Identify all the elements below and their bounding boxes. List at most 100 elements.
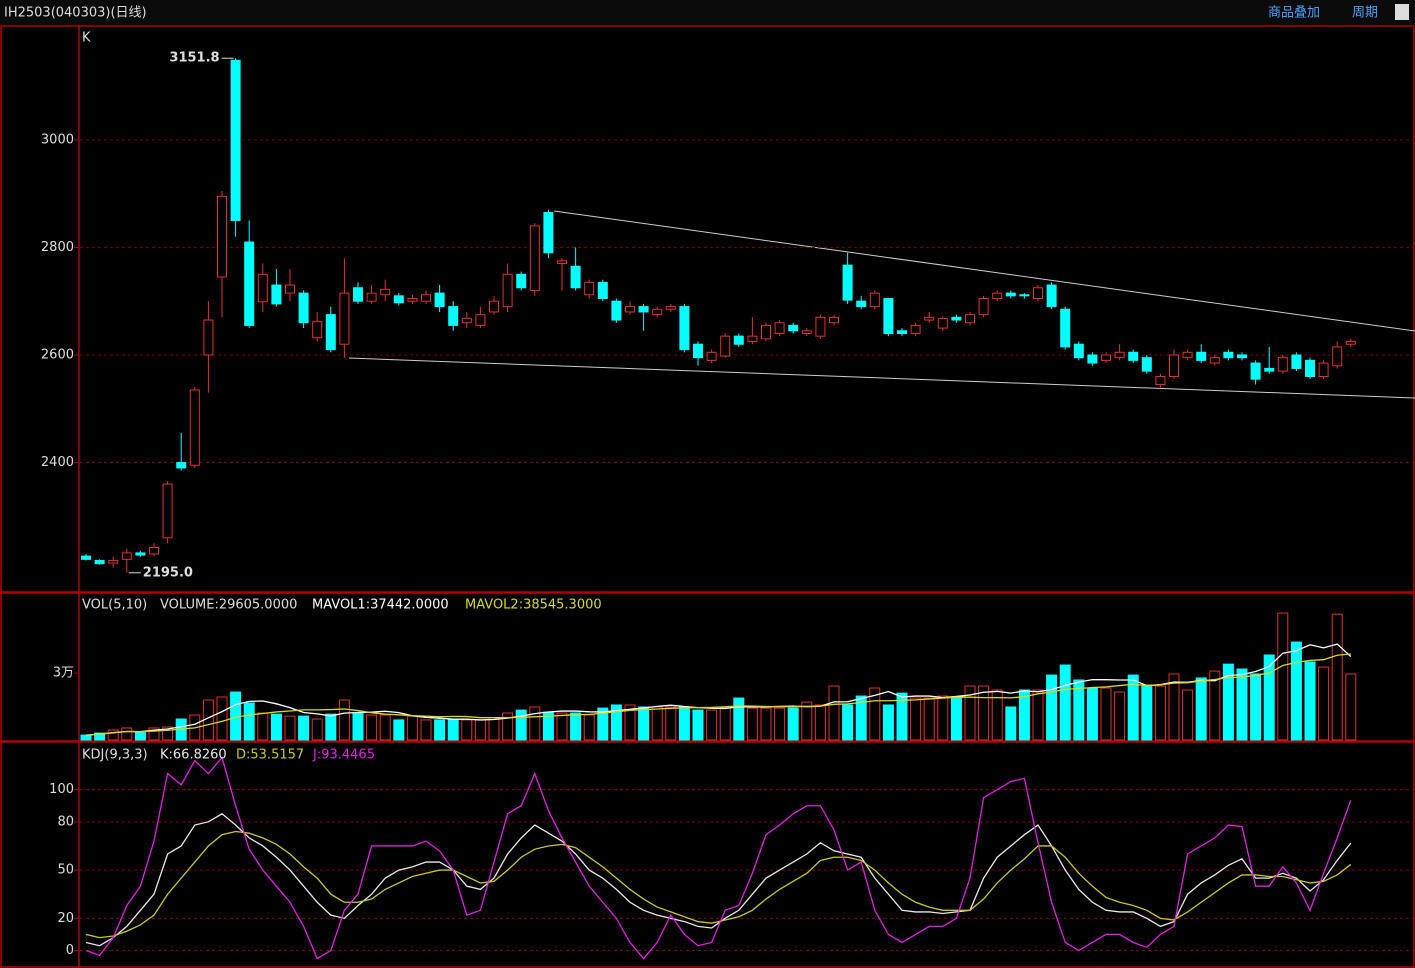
candle-body — [1033, 287, 1043, 300]
candle-body — [461, 317, 472, 324]
candle-body — [1332, 346, 1343, 367]
annotation-label: 3151.8 — [169, 51, 219, 66]
kdj-line — [85, 830, 1352, 939]
volume-bar — [515, 709, 527, 741]
volume-bar — [1086, 687, 1098, 741]
volume-bar — [1236, 668, 1248, 741]
volume-bar — [1195, 677, 1207, 741]
volume-bar — [230, 691, 242, 741]
volume-bar — [556, 712, 568, 741]
volume-panel — [0, 592, 1415, 742]
y-tick-label: 2800 — [41, 240, 74, 255]
candle-body — [611, 300, 622, 321]
volume-bar — [855, 695, 867, 741]
volume-bar — [393, 719, 405, 741]
overlay-menu[interactable]: 商品叠加 — [1268, 6, 1320, 21]
volume-bar — [787, 707, 799, 741]
volume-bar — [610, 704, 622, 741]
volume-bar — [502, 712, 514, 741]
volume-bar — [1263, 654, 1275, 741]
volume-bar — [488, 717, 500, 741]
candle-body — [869, 292, 880, 308]
volume-bar — [760, 707, 772, 741]
candle-body — [774, 322, 785, 334]
volume-bar — [94, 732, 106, 741]
candle-body — [475, 314, 486, 326]
kdj-line — [85, 756, 1352, 960]
candle-body — [516, 273, 527, 289]
candle-body — [121, 552, 132, 560]
y-tick-label: 3万 — [53, 666, 74, 681]
candle-body — [761, 324, 771, 340]
candle-body — [1114, 351, 1125, 359]
volume-bar — [1046, 674, 1058, 741]
candle-body — [1087, 354, 1098, 364]
candle-body — [393, 295, 404, 304]
volume-bar — [1168, 673, 1180, 741]
volume-bar — [1304, 661, 1316, 741]
y-tick-label: 80 — [57, 814, 74, 829]
volume-bar — [746, 707, 758, 741]
candle-body — [149, 547, 159, 555]
volume-bar — [366, 714, 378, 741]
volume-bar — [583, 714, 595, 741]
legend-entry: MAVOL1:37442.0000 — [312, 598, 449, 613]
volume-bar — [338, 699, 350, 741]
candle-body — [1291, 354, 1302, 369]
kdj-panel — [0, 741, 1415, 968]
volume-bar — [1127, 674, 1139, 741]
candle-body — [1237, 354, 1247, 359]
volume-bar — [1154, 685, 1166, 741]
candle-body — [693, 343, 703, 359]
candle-body — [1223, 351, 1234, 359]
candle-body — [271, 284, 282, 305]
volume-bar — [1141, 684, 1153, 741]
candle-body — [108, 559, 119, 564]
legend-entry: K:66.8260 — [160, 748, 227, 763]
volume-bar — [910, 697, 922, 741]
volume-bar — [950, 696, 962, 741]
volume-bar — [80, 734, 92, 741]
volume-bar — [570, 712, 582, 741]
candle-body — [597, 281, 608, 300]
volume-bar — [842, 704, 854, 741]
volume-bar — [1318, 666, 1330, 741]
candle-body — [638, 306, 649, 313]
instrument-title: IH2503(040303)(日线) — [4, 6, 147, 21]
volume-bar — [719, 707, 731, 741]
candle-body — [733, 335, 744, 345]
candle-body — [1277, 357, 1288, 372]
candle-body — [992, 292, 1003, 300]
candle-body — [1005, 292, 1016, 297]
candle-body — [421, 294, 431, 302]
candle-body — [679, 306, 690, 351]
volume-bar — [1182, 689, 1194, 741]
y-tick-label: 50 — [57, 863, 74, 878]
candle-body — [1073, 343, 1084, 359]
volume-bar — [638, 706, 650, 741]
legend-entry: J:93.4465 — [312, 748, 375, 763]
annotation-label: 2195.0 — [143, 565, 193, 580]
candle-body — [529, 225, 540, 291]
volume-bar — [1290, 641, 1302, 741]
candle-body — [570, 265, 581, 289]
candle-body — [176, 462, 187, 469]
candle-body — [937, 317, 948, 329]
candle-body — [1196, 351, 1207, 361]
volume-bar — [597, 707, 609, 741]
volume-bar — [379, 714, 391, 741]
candle-body — [407, 298, 418, 302]
candle-body — [189, 389, 200, 466]
window-button[interactable] — [1395, 4, 1409, 20]
volume-label: VOL(5,10) — [82, 598, 147, 613]
volume-bar — [1032, 689, 1044, 741]
candle-body — [298, 292, 309, 324]
volume-bar — [406, 715, 418, 741]
volume-bar — [420, 719, 432, 741]
volume-bar — [121, 727, 133, 741]
period-menu[interactable]: 周期 — [1352, 6, 1378, 21]
candle-body — [801, 330, 812, 334]
candle-body — [924, 316, 935, 321]
candle-body — [1318, 362, 1329, 377]
candle-body — [842, 264, 853, 301]
